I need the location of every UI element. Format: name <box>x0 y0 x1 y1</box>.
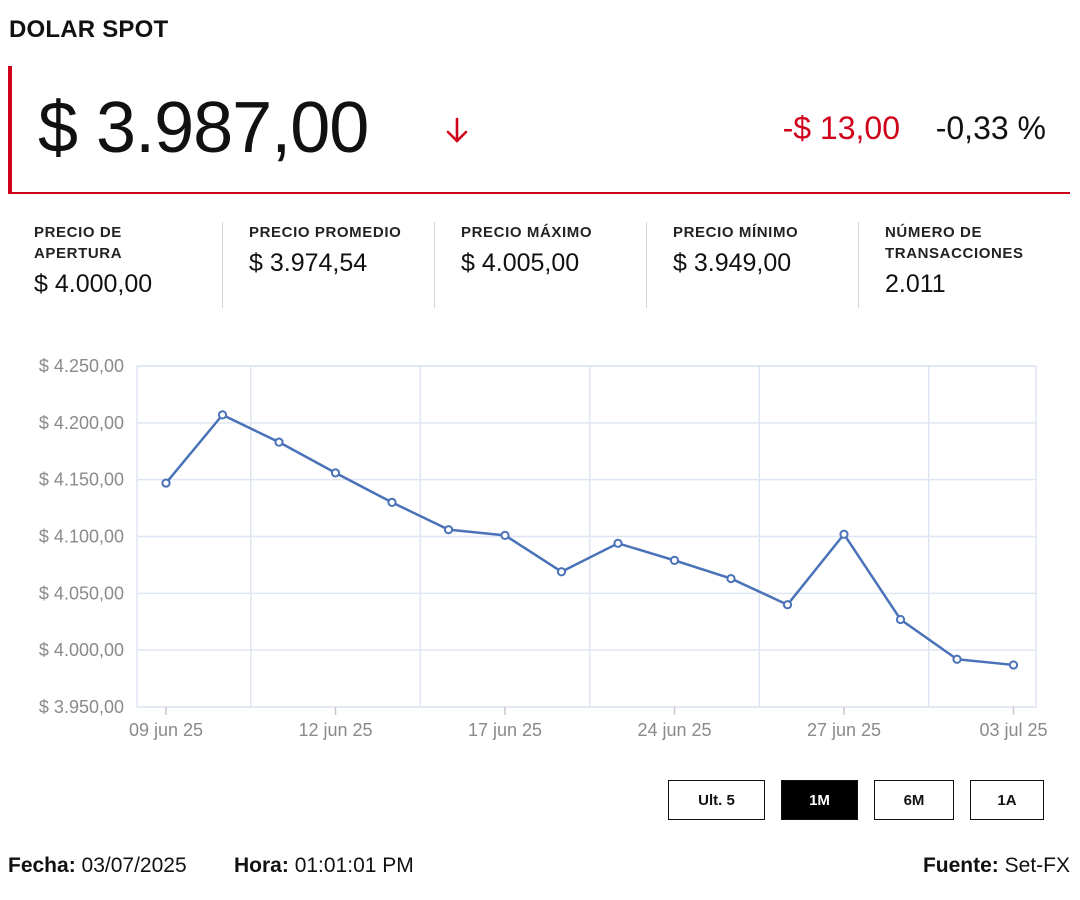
stat-label: PRECIO MÁXIMO <box>461 224 593 241</box>
stat-value: $ 3.949,00 <box>673 249 792 277</box>
stat-value: $ 4.000,00 <box>34 270 153 298</box>
data-point <box>726 573 736 584</box>
y-tick-label: $ 4.050,00 <box>39 583 124 603</box>
time-label: Hora: <box>234 854 289 877</box>
stat-label: PRECIO DE APERTURA <box>34 224 123 262</box>
footer-source: Fuente: Set-FX <box>923 854 1070 878</box>
x-tick-label: 03 jul 25 <box>979 720 1047 740</box>
y-tick-label: $ 4.000,00 <box>39 640 124 660</box>
data-point <box>330 468 341 478</box>
data-point <box>387 497 397 507</box>
y-tick-label: $ 4.100,00 <box>39 527 124 547</box>
range-selector: Ult. 5 1M 6M 1A <box>668 780 1044 820</box>
data-point <box>556 567 567 577</box>
stat-value: $ 3.974,54 <box>249 249 368 277</box>
stat-value: $ 4.005,00 <box>461 249 580 277</box>
change-percent: -0,33 % <box>935 110 1046 146</box>
range-button-6m[interactable]: 6M <box>874 780 954 820</box>
arrow-down-icon <box>446 117 468 143</box>
stat-label: PRECIO PROMEDIO <box>249 224 402 241</box>
x-tick-label: 17 jun 25 <box>468 720 542 740</box>
stat-average-price: PRECIO PROMEDIO $ 3.974,54 <box>222 222 434 308</box>
data-point <box>782 600 793 610</box>
stat-value: 2.011 <box>885 270 946 298</box>
footer-time: Hora: 01:01:01 PM <box>234 854 414 878</box>
x-tick-label: 24 jun 25 <box>637 720 711 740</box>
y-tick-label: $ 4.150,00 <box>39 470 124 490</box>
data-point <box>217 410 228 420</box>
stat-max-price: PRECIO MÁXIMO $ 4.005,00 <box>434 222 646 308</box>
date-value: 03/07/2025 <box>81 854 187 877</box>
stat-label: PRECIO MÍNIMO <box>673 224 799 241</box>
y-tick-label: $ 3.950,00 <box>39 697 124 717</box>
data-point <box>161 478 171 488</box>
x-tick-label: 09 jun 25 <box>129 720 203 740</box>
stat-label: NÚMERO DE TRANSACCIONES <box>885 224 1024 262</box>
data-point <box>839 529 849 539</box>
data-point <box>500 530 510 540</box>
stats-row: PRECIO DE APERTURA $ 4.000,00 PRECIO PRO… <box>10 222 1070 308</box>
range-button-1a[interactable]: 1A <box>970 780 1044 820</box>
range-button-1m[interactable]: 1M <box>781 780 858 820</box>
data-point <box>613 538 623 548</box>
range-button-ult5[interactable]: Ult. 5 <box>668 780 765 820</box>
x-tick-label: 12 jun 25 <box>298 720 372 740</box>
data-point <box>895 614 906 625</box>
y-tick-label: $ 4.200,00 <box>39 413 124 433</box>
page-title: DOLAR SPOT <box>9 16 169 43</box>
change-absolute: -$ 13,00 <box>782 110 900 146</box>
data-point <box>952 654 962 664</box>
date-label: Fecha: <box>8 854 76 877</box>
stat-min-price: PRECIO MÍNIMO $ 3.949,00 <box>646 222 858 308</box>
data-point <box>669 555 680 565</box>
time-value: 01:01:01 PM <box>294 854 414 877</box>
data-point <box>1008 660 1019 670</box>
series-line <box>165 413 1014 667</box>
price-panel: $ 3.987,00 -$ 13,00 -0,33 % <box>8 66 1070 194</box>
current-price: $ 3.987,00 <box>38 88 369 168</box>
source-value: Set-FX <box>1004 854 1070 877</box>
data-point <box>274 437 284 447</box>
line-chart: $ 4.250,00 $ 4.200,00 $ 4.150,00 $ 4.100,00… <box>39 356 1048 740</box>
y-tick-label: $ 4.250,00 <box>39 356 124 376</box>
source-label: Fuente: <box>922 854 999 877</box>
footer-date: Fecha: 03/07/2025 <box>8 854 187 878</box>
stat-opening-price: PRECIO DE APERTURA $ 4.000,00 <box>10 222 222 308</box>
data-point <box>443 525 454 535</box>
x-tick-label: 27 jun 25 <box>807 720 881 740</box>
stat-transactions: NÚMERO DE TRANSACCIONES 2.011 <box>858 222 1070 308</box>
